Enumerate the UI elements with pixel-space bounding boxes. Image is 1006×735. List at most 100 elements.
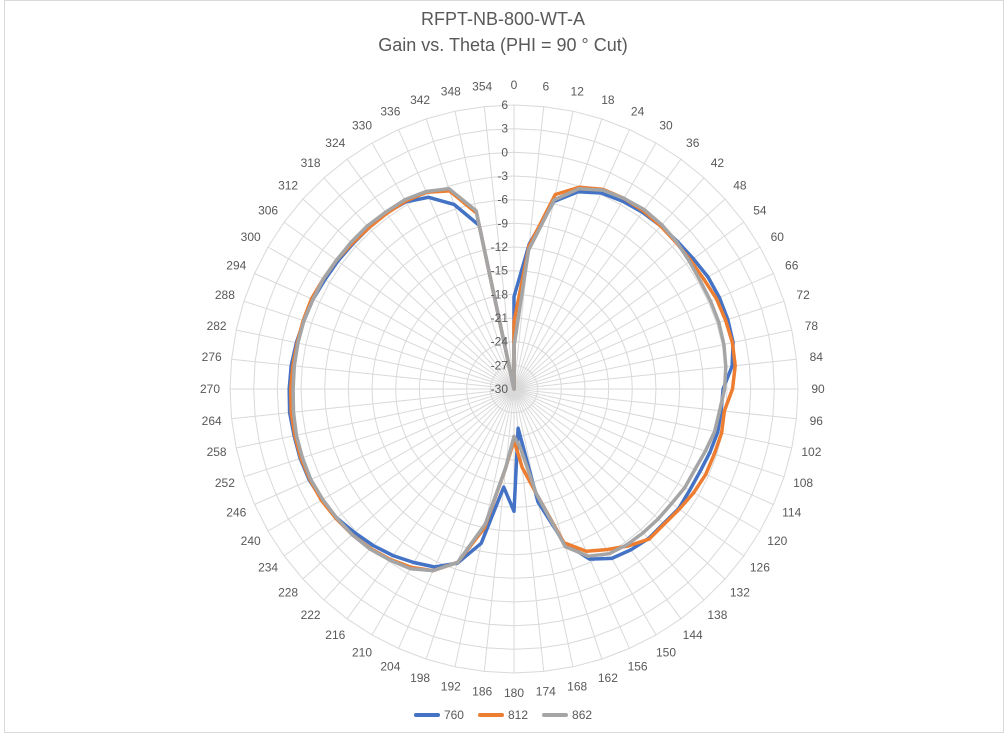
angle-tick-label: 96 <box>810 414 824 428</box>
angle-tick-label: 264 <box>202 414 222 428</box>
legend-swatch-812 <box>477 713 504 717</box>
angle-tick-label: 138 <box>707 608 727 622</box>
angle-tick-label: 42 <box>711 156 725 170</box>
grid-spoke <box>243 300 515 390</box>
angle-tick-label: 60 <box>771 230 785 244</box>
grid-spoke <box>513 177 705 390</box>
radial-tick-label: -27 <box>491 358 509 372</box>
angle-tick-label: 318 <box>301 156 321 170</box>
angle-tick-label: 204 <box>380 660 400 674</box>
legend-item: 812 <box>477 708 529 722</box>
angle-tick-label: 180 <box>504 686 524 700</box>
grid-spoke <box>254 273 515 390</box>
angle-tick-label: 252 <box>215 476 235 490</box>
chart-titles: RFPT-NB-800-WT-A Gain vs. Theta (PHI = 9… <box>0 6 1006 58</box>
grid-spoke <box>513 246 761 390</box>
legend: 760 812 862 <box>0 708 1006 722</box>
grid-spoke <box>513 388 574 667</box>
grid-spoke <box>254 388 515 505</box>
grid-spoke <box>371 388 515 636</box>
grid-spoke <box>513 198 726 390</box>
angle-tick-label: 72 <box>796 288 810 302</box>
angle-tick-label: 222 <box>301 608 321 622</box>
angle-tick-label: 186 <box>472 684 492 698</box>
radial-tick-label: -30 <box>491 382 509 396</box>
grid-spoke <box>243 388 515 478</box>
angle-tick-label: 54 <box>753 203 767 217</box>
legend-label: 862 <box>572 708 593 722</box>
angle-tick-label: 210 <box>352 645 372 659</box>
angle-tick-label: 198 <box>410 671 430 685</box>
legend-item: 862 <box>542 708 592 722</box>
radial-tick-label: -15 <box>491 264 509 278</box>
grid-spoke <box>323 388 515 601</box>
angle-tick-label: 354 <box>472 80 492 94</box>
grid-spoke <box>513 388 705 601</box>
grid-spoke <box>483 388 515 672</box>
angle-tick-label: 6 <box>542 80 549 94</box>
grid-spoke <box>513 129 630 390</box>
grid-spoke <box>346 388 515 620</box>
angle-tick-label: 240 <box>241 534 261 548</box>
angle-tick-label: 234 <box>258 561 278 575</box>
grid-spoke <box>323 177 515 390</box>
angle-tick-label: 36 <box>686 136 700 150</box>
grid-spoke <box>513 358 797 390</box>
grid-spoke <box>425 388 515 660</box>
grid-spoke <box>231 388 515 420</box>
grid-spoke <box>513 221 745 390</box>
legend-label: 760 <box>443 708 464 722</box>
angle-tick-label: 18 <box>601 93 615 107</box>
radial-tick-label: -6 <box>497 193 508 207</box>
grid-spoke <box>398 388 515 649</box>
grid-spoke <box>513 388 774 505</box>
angle-tick-label: 0 <box>511 78 518 92</box>
grid-spoke <box>513 273 774 390</box>
grid-spoke <box>513 388 603 660</box>
angle-tick-label: 324 <box>325 136 345 150</box>
radial-tick-label: 3 <box>501 122 508 136</box>
angle-tick-label: 270 <box>200 382 220 396</box>
angle-tick-label: 150 <box>656 645 676 659</box>
angle-tick-label: 174 <box>536 684 556 698</box>
grid-spoke <box>283 388 515 557</box>
angle-tick-label: 276 <box>202 350 222 364</box>
radial-tick-label: 6 <box>501 98 508 112</box>
angle-tick-label: 312 <box>278 179 298 193</box>
legend-swatch-862 <box>542 713 569 717</box>
grid-spoke <box>513 388 745 557</box>
angle-tick-label: 66 <box>785 258 799 272</box>
legend-label: 812 <box>507 708 529 722</box>
angle-tick-label: 162 <box>598 671 618 685</box>
grid-spoke <box>346 158 515 390</box>
angle-tick-label: 114 <box>782 506 801 520</box>
angle-tick-label: 258 <box>207 445 227 459</box>
grid-spoke <box>513 111 574 390</box>
grid-spoke <box>302 198 515 390</box>
radial-tick-label: -24 <box>491 335 509 349</box>
angle-tick-label: 78 <box>805 319 819 333</box>
legend-swatch-760 <box>413 713 440 717</box>
radial-tick-label: -3 <box>497 169 508 183</box>
chart-subtitle: Gain vs. Theta (PHI = 90 ° Cut) <box>378 35 628 55</box>
grid-spoke <box>302 388 515 580</box>
angle-tick-label: 90 <box>811 382 825 396</box>
angle-tick-label: 84 <box>810 350 824 364</box>
grid-spoke <box>398 129 515 390</box>
grid-spoke <box>236 329 515 390</box>
angle-tick-label: 300 <box>241 230 261 244</box>
grid-spoke <box>513 158 682 390</box>
chart-labels: 0 6 12182430364248546066727884909610210811… <box>200 78 825 700</box>
radial-tick-label: -21 <box>491 311 509 325</box>
grid-spoke <box>513 142 657 390</box>
grid-spoke <box>267 246 515 390</box>
chart-title: RFPT-NB-800-WT-A <box>420 9 585 29</box>
angle-tick-label: 228 <box>278 585 298 599</box>
angle-tick-label: 144 <box>683 628 703 642</box>
angle-tick-label: 306 <box>258 203 278 217</box>
grid-spoke <box>283 221 515 390</box>
grid-spoke <box>513 388 761 532</box>
angle-tick-label: 348 <box>441 85 461 99</box>
angle-tick-label: 102 <box>801 445 821 459</box>
grid-spoke <box>513 388 657 636</box>
